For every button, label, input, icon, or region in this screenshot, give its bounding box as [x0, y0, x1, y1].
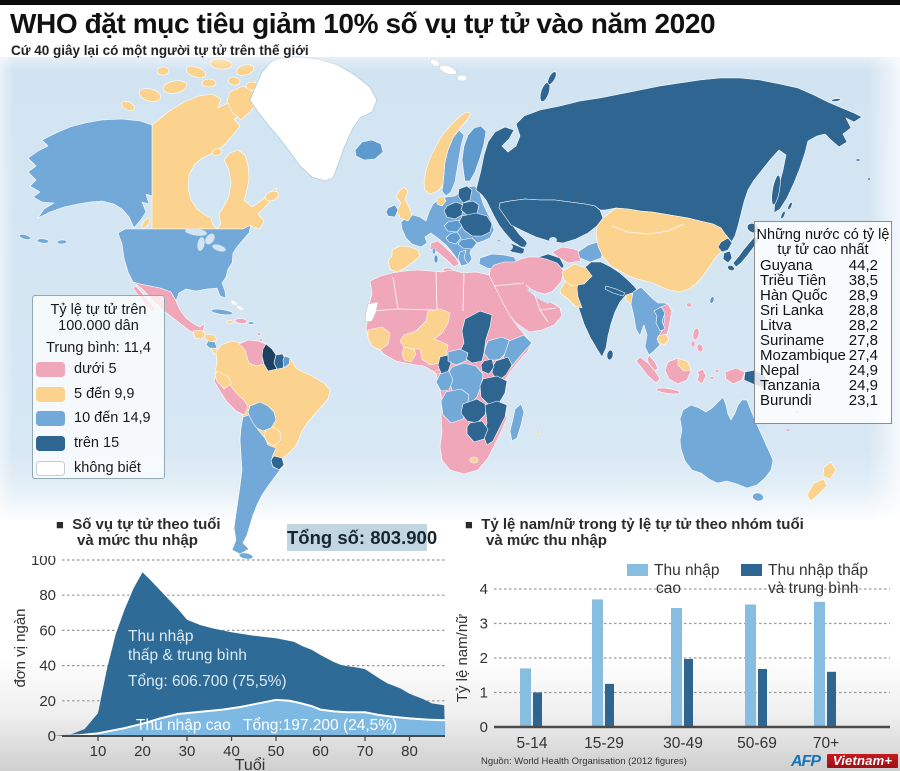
- svg-text:2: 2: [480, 650, 488, 667]
- svg-text:đơn vị ngàn: đơn vị ngàn: [12, 608, 29, 687]
- svg-text:Tổng: 606.700 (75,5%): Tổng: 606.700 (75,5%): [128, 673, 287, 690]
- svg-text:100: 100: [31, 556, 56, 569]
- svg-text:3: 3: [480, 616, 488, 633]
- svg-text:Thu nhập: Thu nhập: [654, 562, 720, 579]
- svg-text:80: 80: [39, 587, 56, 604]
- svg-text:15-29: 15-29: [584, 735, 624, 752]
- svg-text:thấp & trung bình: thấp & trung bình: [128, 647, 247, 664]
- svg-text:Tuổi: Tuổi: [235, 756, 266, 771]
- svg-text:20: 20: [39, 693, 56, 710]
- svg-text:4: 4: [480, 581, 488, 598]
- svg-text:0: 0: [48, 728, 56, 745]
- svg-text:5-14: 5-14: [516, 735, 547, 752]
- svg-text:30-49: 30-49: [663, 735, 703, 752]
- svg-text:40: 40: [39, 658, 56, 675]
- svg-text:Thu nhập cao: Thu nhập cao: [136, 717, 231, 734]
- svg-text:Tỷ lệ nam/nữ: Tỷ lệ nam/nữ: [454, 614, 471, 702]
- svg-text:Thu nhập thấp: Thu nhập thấp: [768, 562, 868, 579]
- svg-text:50: 50: [268, 743, 285, 760]
- svg-text:60: 60: [39, 622, 56, 639]
- svg-text:30: 30: [179, 743, 196, 760]
- svg-text:70+: 70+: [813, 735, 839, 752]
- svg-text:Tổng:197.200 (24,5%): Tổng:197.200 (24,5%): [243, 717, 397, 734]
- svg-text:10: 10: [90, 743, 107, 760]
- svg-text:0: 0: [480, 719, 488, 736]
- svg-text:40: 40: [223, 743, 240, 760]
- svg-text:80: 80: [401, 743, 418, 760]
- svg-text:70: 70: [357, 743, 374, 760]
- svg-text:60: 60: [312, 743, 329, 760]
- svg-text:Thu nhập: Thu nhập: [128, 628, 194, 645]
- svg-text:20: 20: [134, 743, 151, 760]
- svg-text:cao: cao: [656, 580, 681, 597]
- svg-text:50-69: 50-69: [737, 735, 777, 752]
- svg-text:1: 1: [480, 685, 488, 702]
- svg-text:và trung bình: và trung bình: [768, 580, 858, 597]
